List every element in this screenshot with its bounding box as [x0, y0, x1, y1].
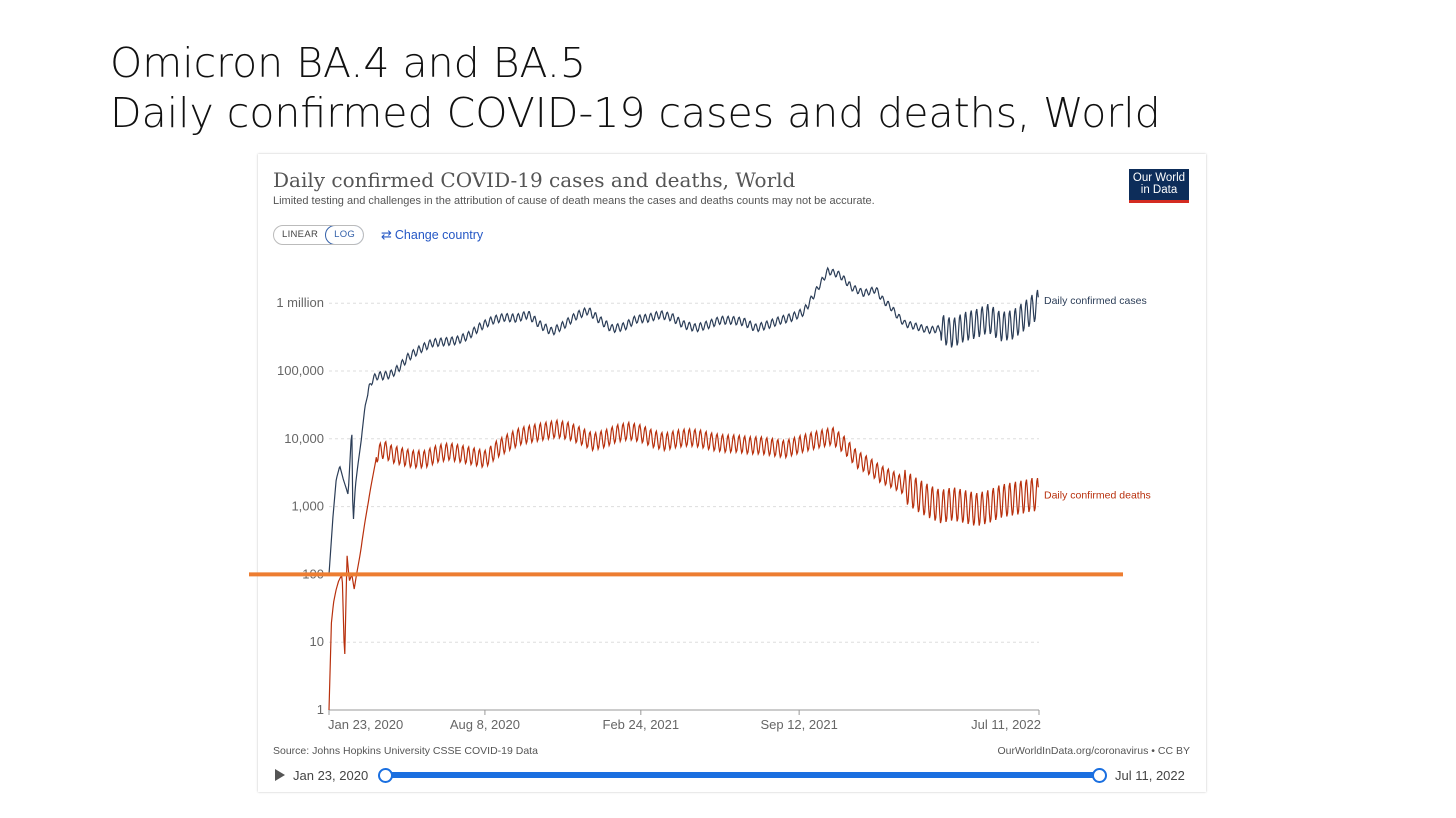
license-note[interactable]: OurWorldInData.org/coronavirus • CC BY: [997, 745, 1190, 757]
chart-plot: 1 10 100 1,000 10,000 100,000 1 million Jan 23…: [276, 266, 1151, 732]
y-tick-label: 1: [317, 702, 324, 717]
swap-icon: ⇄: [381, 227, 392, 242]
y-axis-ticks: 1 10 100 1,000 10,000 100,000 1 million: [276, 295, 324, 717]
y-tick-label: 1,000: [291, 499, 324, 514]
change-country-link[interactable]: ⇄ Change country: [381, 227, 483, 243]
chart-title: Daily confirmed COVID-19 cases and death…: [273, 168, 796, 192]
timeline-end-date: Jul 11, 2022: [1115, 768, 1185, 783]
timeline-start-handle[interactable]: [378, 768, 393, 783]
cases-series-line: [328, 266, 1039, 575]
logo-line-1: Our World: [1132, 172, 1186, 184]
timeline-start-date: Jan 23, 2020: [293, 768, 369, 783]
y-tick-label: 10,000: [284, 431, 324, 446]
source-note: Source: Johns Hopkins University CSSE CO…: [273, 745, 538, 757]
deaths-series-line: [328, 418, 1039, 711]
timeline: Jan 23, 2020 Jul 11, 2022: [258, 760, 1206, 790]
grid-layer: [329, 302, 1039, 711]
y-tick-label: 10: [310, 634, 324, 649]
x-tick-label: Jul 11, 2022: [971, 717, 1041, 732]
deaths-series-label: Daily confirmed deaths: [1044, 490, 1151, 502]
change-country-label: Change country: [394, 228, 484, 242]
slide-title-line-1: Omicron BA.4 and BA.5: [110, 39, 586, 87]
chart-subtitle: Limited testing and challenges in the at…: [273, 195, 875, 207]
play-icon[interactable]: [275, 769, 285, 781]
x-tick-label: Jan 23, 2020: [328, 717, 403, 732]
x-tick-label: Sep 12, 2021: [760, 717, 837, 732]
x-tick-label: Aug 8, 2020: [450, 717, 520, 732]
scale-toggle: LINEAR LOG: [273, 225, 365, 245]
cases-series-label: Daily confirmed cases: [1044, 295, 1147, 307]
timeline-end-handle[interactable]: [1092, 768, 1107, 783]
timeline-track[interactable]: [385, 772, 1100, 778]
x-axis-ticks: Jan 23, 2020 Aug 8, 2020 Feb 24, 2021 Sep 1…: [328, 709, 1041, 732]
chart-card: Daily confirmed COVID-19 cases and death…: [258, 154, 1206, 792]
slide-title: Omicron BA.4 and BA.5 Daily confirmed CO…: [110, 38, 1161, 138]
y-tick-label: 100: [302, 566, 324, 581]
log-scale-button[interactable]: LOG: [325, 226, 364, 244]
logo-line-2: in Data: [1140, 184, 1178, 196]
y-tick-label: 1 million: [276, 295, 324, 310]
y-tick-label: 100,000: [277, 363, 324, 378]
owid-logo[interactable]: Our World in Data: [1129, 169, 1189, 203]
x-tick-label: Feb 24, 2021: [603, 717, 680, 732]
linear-scale-button[interactable]: LINEAR: [282, 229, 319, 240]
slide-title-line-2: Daily confirmed COVID-19 cases and death…: [110, 89, 1161, 137]
